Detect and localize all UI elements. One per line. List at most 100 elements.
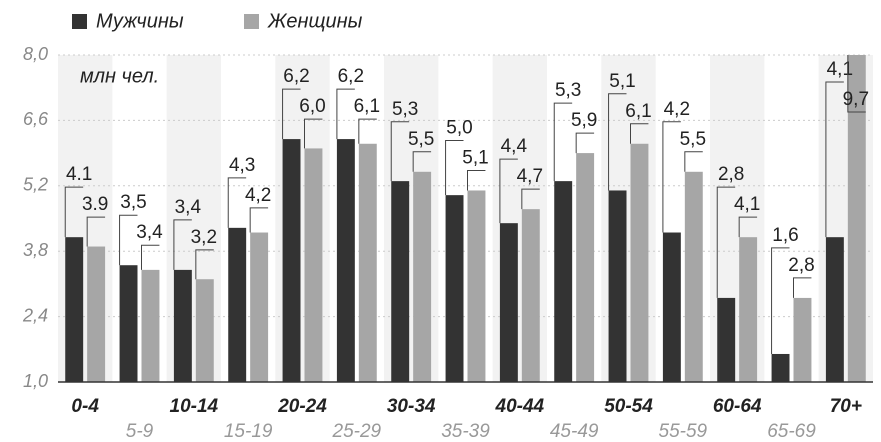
bar [391, 181, 410, 382]
bar [521, 209, 540, 382]
x-tick-label: 30-34 [387, 396, 436, 417]
value-label: 4,3 [229, 155, 255, 176]
value-label: 5,3 [392, 99, 418, 120]
x-tick-label: 45-49 [550, 421, 599, 442]
x-tick-label: 40-44 [495, 396, 545, 417]
value-label: 4,2 [245, 185, 271, 206]
x-tick-label: 0-4 [71, 396, 99, 417]
value-label: 9,7 [843, 89, 869, 110]
bar [87, 246, 106, 382]
label-bracket [771, 247, 790, 354]
x-tick-label: 65-69 [767, 421, 816, 442]
value-label: 5,1 [462, 147, 488, 168]
value-label: 4,1 [827, 59, 853, 80]
value-label: 4,7 [517, 166, 543, 187]
label-bracket [195, 249, 214, 280]
legend-label: Женщины [267, 10, 363, 32]
label-bracket [336, 88, 355, 140]
bar [195, 279, 214, 382]
value-label: 6,2 [338, 66, 364, 87]
y-tick-label: 6,6 [23, 109, 49, 129]
bar [825, 237, 844, 382]
bar [739, 237, 758, 382]
value-label: 3,5 [120, 192, 146, 213]
label-bracket [716, 186, 736, 298]
value-label: 5,5 [680, 129, 706, 150]
label-bracket [304, 118, 323, 149]
label-bracket [64, 186, 84, 238]
bar [141, 269, 160, 382]
value-label: 3,4 [175, 197, 202, 218]
value-label: 5,3 [555, 80, 581, 101]
value-label: 3,2 [191, 227, 217, 248]
value-label: 6,2 [283, 66, 309, 87]
label-bracket [86, 216, 106, 247]
bar [358, 143, 377, 382]
label-bracket [499, 158, 518, 224]
x-tick-label: 70+ [830, 396, 862, 417]
label-bracket [141, 244, 160, 270]
value-label: 5,9 [571, 110, 597, 131]
label-bracket [390, 121, 410, 182]
bar [445, 195, 464, 382]
value-label: 1,6 [772, 225, 798, 246]
x-tick-label: 15-19 [224, 421, 273, 442]
bar [467, 190, 486, 382]
bar [65, 237, 84, 382]
bar [630, 143, 649, 382]
label-bracket [467, 169, 486, 191]
label-bracket [553, 102, 573, 182]
bar [554, 181, 573, 382]
value-label: 3.9 [82, 194, 108, 215]
y-tick-label: 5,2 [23, 175, 48, 195]
bar [413, 171, 432, 382]
label-bracket [282, 88, 301, 140]
bar [336, 139, 355, 382]
value-label: 4,1 [734, 194, 760, 215]
x-tick-label: 55-59 [659, 421, 708, 442]
value-label: 6,1 [354, 96, 380, 117]
x-tick-label: 50-54 [604, 396, 653, 417]
label-bracket [412, 151, 432, 172]
bar [576, 153, 595, 382]
label-bracket [445, 139, 464, 196]
label-bracket [793, 277, 812, 298]
label-bracket [847, 55, 866, 113]
label-bracket [227, 177, 247, 228]
label-bracket [825, 81, 844, 238]
bar [119, 265, 138, 382]
unit-label: млн чел. [80, 65, 159, 87]
value-label: 5,0 [446, 117, 472, 138]
x-tick-label: 60-64 [713, 396, 762, 417]
value-label: 2,8 [788, 255, 814, 276]
x-tick-label: 20-24 [277, 396, 327, 417]
value-label: 6,0 [299, 96, 325, 117]
bar [608, 190, 627, 382]
bar [304, 148, 323, 382]
bar [793, 297, 812, 382]
x-tick-label: 25-29 [332, 421, 382, 442]
label-bracket [358, 118, 377, 144]
label-bracket [630, 123, 649, 144]
bar [499, 223, 518, 382]
x-tick-label: 35-39 [441, 421, 490, 442]
label-bracket [738, 216, 758, 238]
bar [662, 232, 681, 382]
bars [65, 55, 866, 382]
value-label: 4,2 [664, 99, 690, 120]
x-tick-label: 5-9 [126, 421, 154, 442]
label-bracket [684, 151, 703, 172]
y-tick-label: 3,8 [23, 240, 48, 260]
value-label: 2,8 [718, 164, 744, 185]
value-label: 4.1 [66, 164, 92, 185]
legend-label: Мужчины [96, 10, 184, 32]
bar [250, 232, 269, 382]
bar [717, 297, 736, 382]
label-bracket [173, 219, 192, 270]
value-label: 5,5 [408, 129, 434, 150]
value-label: 6,1 [625, 101, 651, 122]
bar [173, 269, 192, 382]
label-bracket [662, 121, 681, 233]
label-bracket [119, 214, 138, 266]
